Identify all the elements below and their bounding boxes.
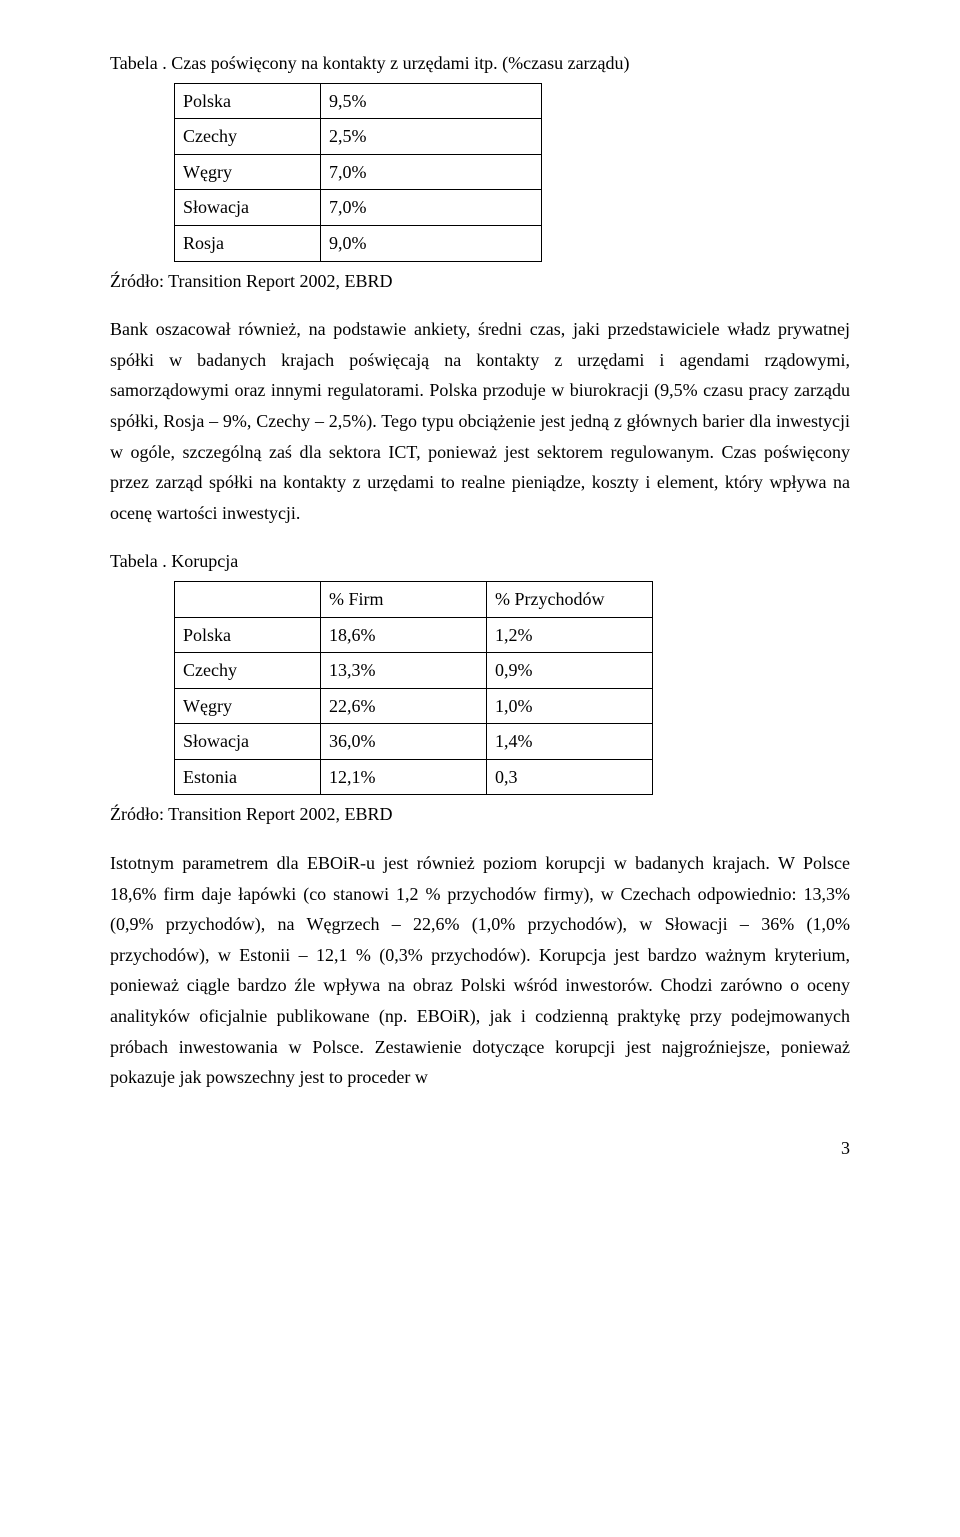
cell-firms: 36,0% [321, 724, 487, 760]
cell-revenue: 1,4% [487, 724, 653, 760]
document-page: Tabela . Czas poświęcony na kontakty z u… [0, 0, 960, 1211]
table1-heading: Tabela . Czas poświęcony na kontakty z u… [110, 48, 850, 79]
table-row: Słowacja 7,0% [175, 190, 542, 226]
table2: % Firm % Przychodów Polska 18,6% 1,2% Cz… [174, 581, 653, 796]
table-row: Węgry 22,6% 1,0% [175, 688, 653, 724]
cell-country: Polska [175, 83, 321, 119]
cell-country: Węgry [175, 688, 321, 724]
table-row: Węgry 7,0% [175, 154, 542, 190]
table-row: Słowacja 36,0% 1,4% [175, 724, 653, 760]
cell-country: Czechy [175, 653, 321, 689]
cell-country: Czechy [175, 119, 321, 155]
cell-revenue: 1,0% [487, 688, 653, 724]
table-row: Rosja 9,0% [175, 225, 542, 261]
cell-country: Polska [175, 617, 321, 653]
table1-source: Źródło: Transition Report 2002, EBRD [110, 266, 850, 297]
cell-revenue: 0,3 [487, 759, 653, 795]
table-row: Polska 9,5% [175, 83, 542, 119]
cell-country: Rosja [175, 225, 321, 261]
cell-firms: 18,6% [321, 617, 487, 653]
paragraph-1: Bank oszacował również, na podstawie ank… [110, 314, 850, 528]
cell-country: Słowacja [175, 190, 321, 226]
cell-country: Słowacja [175, 724, 321, 760]
table1: Polska 9,5% Czechy 2,5% Węgry 7,0% Słowa… [174, 83, 542, 262]
cell-value: 9,0% [321, 225, 542, 261]
header-revenue: % Przychodów [487, 581, 653, 617]
table-row: Polska 18,6% 1,2% [175, 617, 653, 653]
cell-revenue: 1,2% [487, 617, 653, 653]
cell-firms: 12,1% [321, 759, 487, 795]
table2-heading: Tabela . Korupcja [110, 546, 850, 577]
header-empty [175, 581, 321, 617]
page-number: 3 [110, 1133, 850, 1164]
cell-value: 7,0% [321, 190, 542, 226]
table-row: Estonia 12,1% 0,3 [175, 759, 653, 795]
cell-firms: 13,3% [321, 653, 487, 689]
cell-firms: 22,6% [321, 688, 487, 724]
cell-country: Estonia [175, 759, 321, 795]
header-firms: % Firm [321, 581, 487, 617]
table-row: Czechy 13,3% 0,9% [175, 653, 653, 689]
table-row: Czechy 2,5% [175, 119, 542, 155]
cell-country: Węgry [175, 154, 321, 190]
table-header-row: % Firm % Przychodów [175, 581, 653, 617]
cell-revenue: 0,9% [487, 653, 653, 689]
cell-value: 7,0% [321, 154, 542, 190]
cell-value: 9,5% [321, 83, 542, 119]
cell-value: 2,5% [321, 119, 542, 155]
paragraph-2: Istotnym parametrem dla EBOiR-u jest rów… [110, 848, 850, 1093]
table2-source: Źródło: Transition Report 2002, EBRD [110, 799, 850, 830]
